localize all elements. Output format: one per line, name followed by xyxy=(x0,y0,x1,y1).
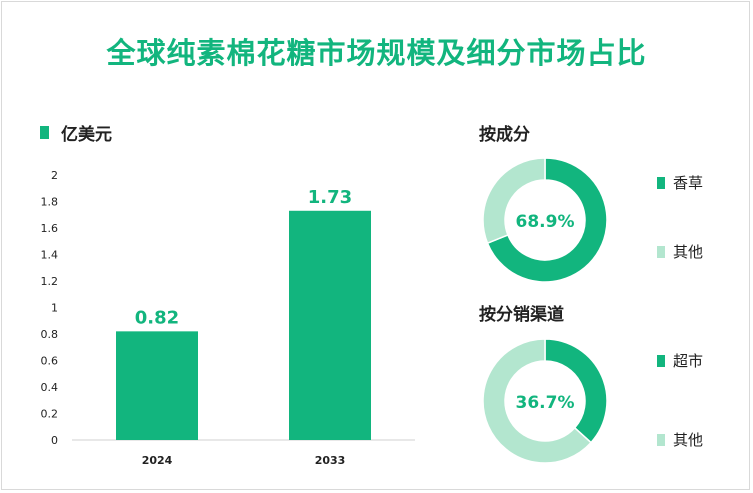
y-tick-label: 0.4 xyxy=(41,381,59,394)
donut-slice xyxy=(482,338,593,464)
y-tick-label: 1.8 xyxy=(41,196,59,209)
donut1-legend-item-1: 其他 xyxy=(657,241,703,262)
x-tick-label: 2024 xyxy=(142,454,173,467)
y-tick-label: 0 xyxy=(51,434,58,447)
bar-value-label: 0.82 xyxy=(135,307,179,328)
legend-label: 超市 xyxy=(673,352,704,370)
unit-swatch xyxy=(40,126,49,139)
legend-swatch xyxy=(657,176,665,189)
donut-slice xyxy=(544,338,608,444)
bar-value-label: 1.73 xyxy=(308,187,352,208)
donut2-title: 按分销渠道 xyxy=(479,305,564,325)
donut-center-label: 36.7% xyxy=(516,393,575,413)
donut2-legend-item-0: 超市 xyxy=(657,350,703,371)
x-tick-label: 2033 xyxy=(315,454,346,467)
y-tick-label: 1.2 xyxy=(41,275,59,288)
y-tick-label: 0.8 xyxy=(41,328,59,341)
y-tick-label: 0.2 xyxy=(41,408,59,421)
y-tick-label: 1.4 xyxy=(41,249,59,262)
legend-swatch xyxy=(657,354,665,367)
bar xyxy=(116,331,198,440)
donut1-title: 按成分 xyxy=(479,125,530,145)
y-tick-label: 1 xyxy=(51,302,58,315)
unit-legend: 亿美元 xyxy=(40,120,112,145)
donut2-legend-item-1: 其他 xyxy=(657,429,703,450)
donut-center-label: 68.9% xyxy=(516,212,575,232)
legend-label: 其他 xyxy=(673,243,704,261)
y-tick-label: 0.6 xyxy=(41,355,59,368)
donut-chart-channel: 36.7% xyxy=(482,338,608,464)
unit-label: 亿美元 xyxy=(61,125,112,145)
donut-chart-ingredient: 68.9% xyxy=(482,157,608,283)
legend-label: 香草 xyxy=(673,174,704,192)
page-title: 全球纯素棉花糖市场规模及细分市场占比 xyxy=(106,36,647,70)
legend-label: 其他 xyxy=(673,431,704,449)
donut-slice xyxy=(486,157,608,283)
donut-slice xyxy=(482,157,546,245)
bar xyxy=(289,210,371,440)
y-tick-label: 1.6 xyxy=(41,222,59,235)
legend-swatch xyxy=(657,433,665,446)
bar-chart: 0 0.2 0.4 0.6 0.8 1 1.2 1.4 1.6 1.8 2 0.82 2024 1.73 2… xyxy=(41,169,415,467)
y-tick-label: 2 xyxy=(51,169,58,182)
donut1-legend-item-0: 香草 xyxy=(657,172,703,193)
legend-swatch xyxy=(657,245,665,258)
